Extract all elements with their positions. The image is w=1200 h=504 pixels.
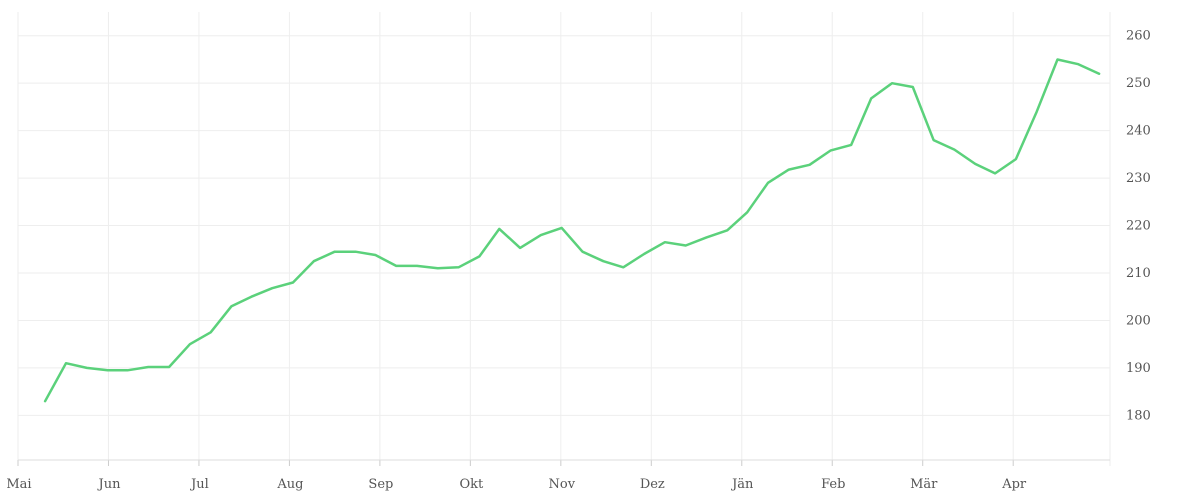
y-tick-label: 240 xyxy=(1126,124,1151,139)
y-tick-label: 210 xyxy=(1126,266,1151,281)
grid-layer xyxy=(17,12,1111,466)
x-tick-label: Okt xyxy=(459,477,484,492)
y-tick-label: 250 xyxy=(1126,76,1151,91)
x-tick-label: Sep xyxy=(368,477,393,492)
y-tick-label: 220 xyxy=(1126,219,1151,234)
x-tick-label: Jul xyxy=(189,477,209,492)
x-tick-label: Jän xyxy=(730,477,754,492)
x-tick-label: Aug xyxy=(276,477,303,492)
x-tick-label: Apr xyxy=(1001,477,1027,492)
x-tick-label: Jun xyxy=(96,477,121,492)
x-tick-label: Mai xyxy=(6,477,31,492)
y-tick-label: 260 xyxy=(1126,29,1151,44)
axis-layer: 180 190 200 210 220 230 240 250 260 Mai Jun Jul Aug S… xyxy=(6,29,1150,492)
y-tick-label: 200 xyxy=(1126,313,1151,328)
line-layer xyxy=(43,58,1101,403)
y-tick-label: 180 xyxy=(1126,408,1151,423)
y-tick-label: 190 xyxy=(1126,361,1151,376)
x-tick-label: Dez xyxy=(640,477,665,492)
y-tick-label: 230 xyxy=(1126,171,1151,186)
series-line xyxy=(43,58,1101,403)
x-tick-label: Nov xyxy=(549,477,576,492)
x-tick-label: Feb xyxy=(821,477,845,492)
x-tick-label: Mär xyxy=(910,477,938,492)
